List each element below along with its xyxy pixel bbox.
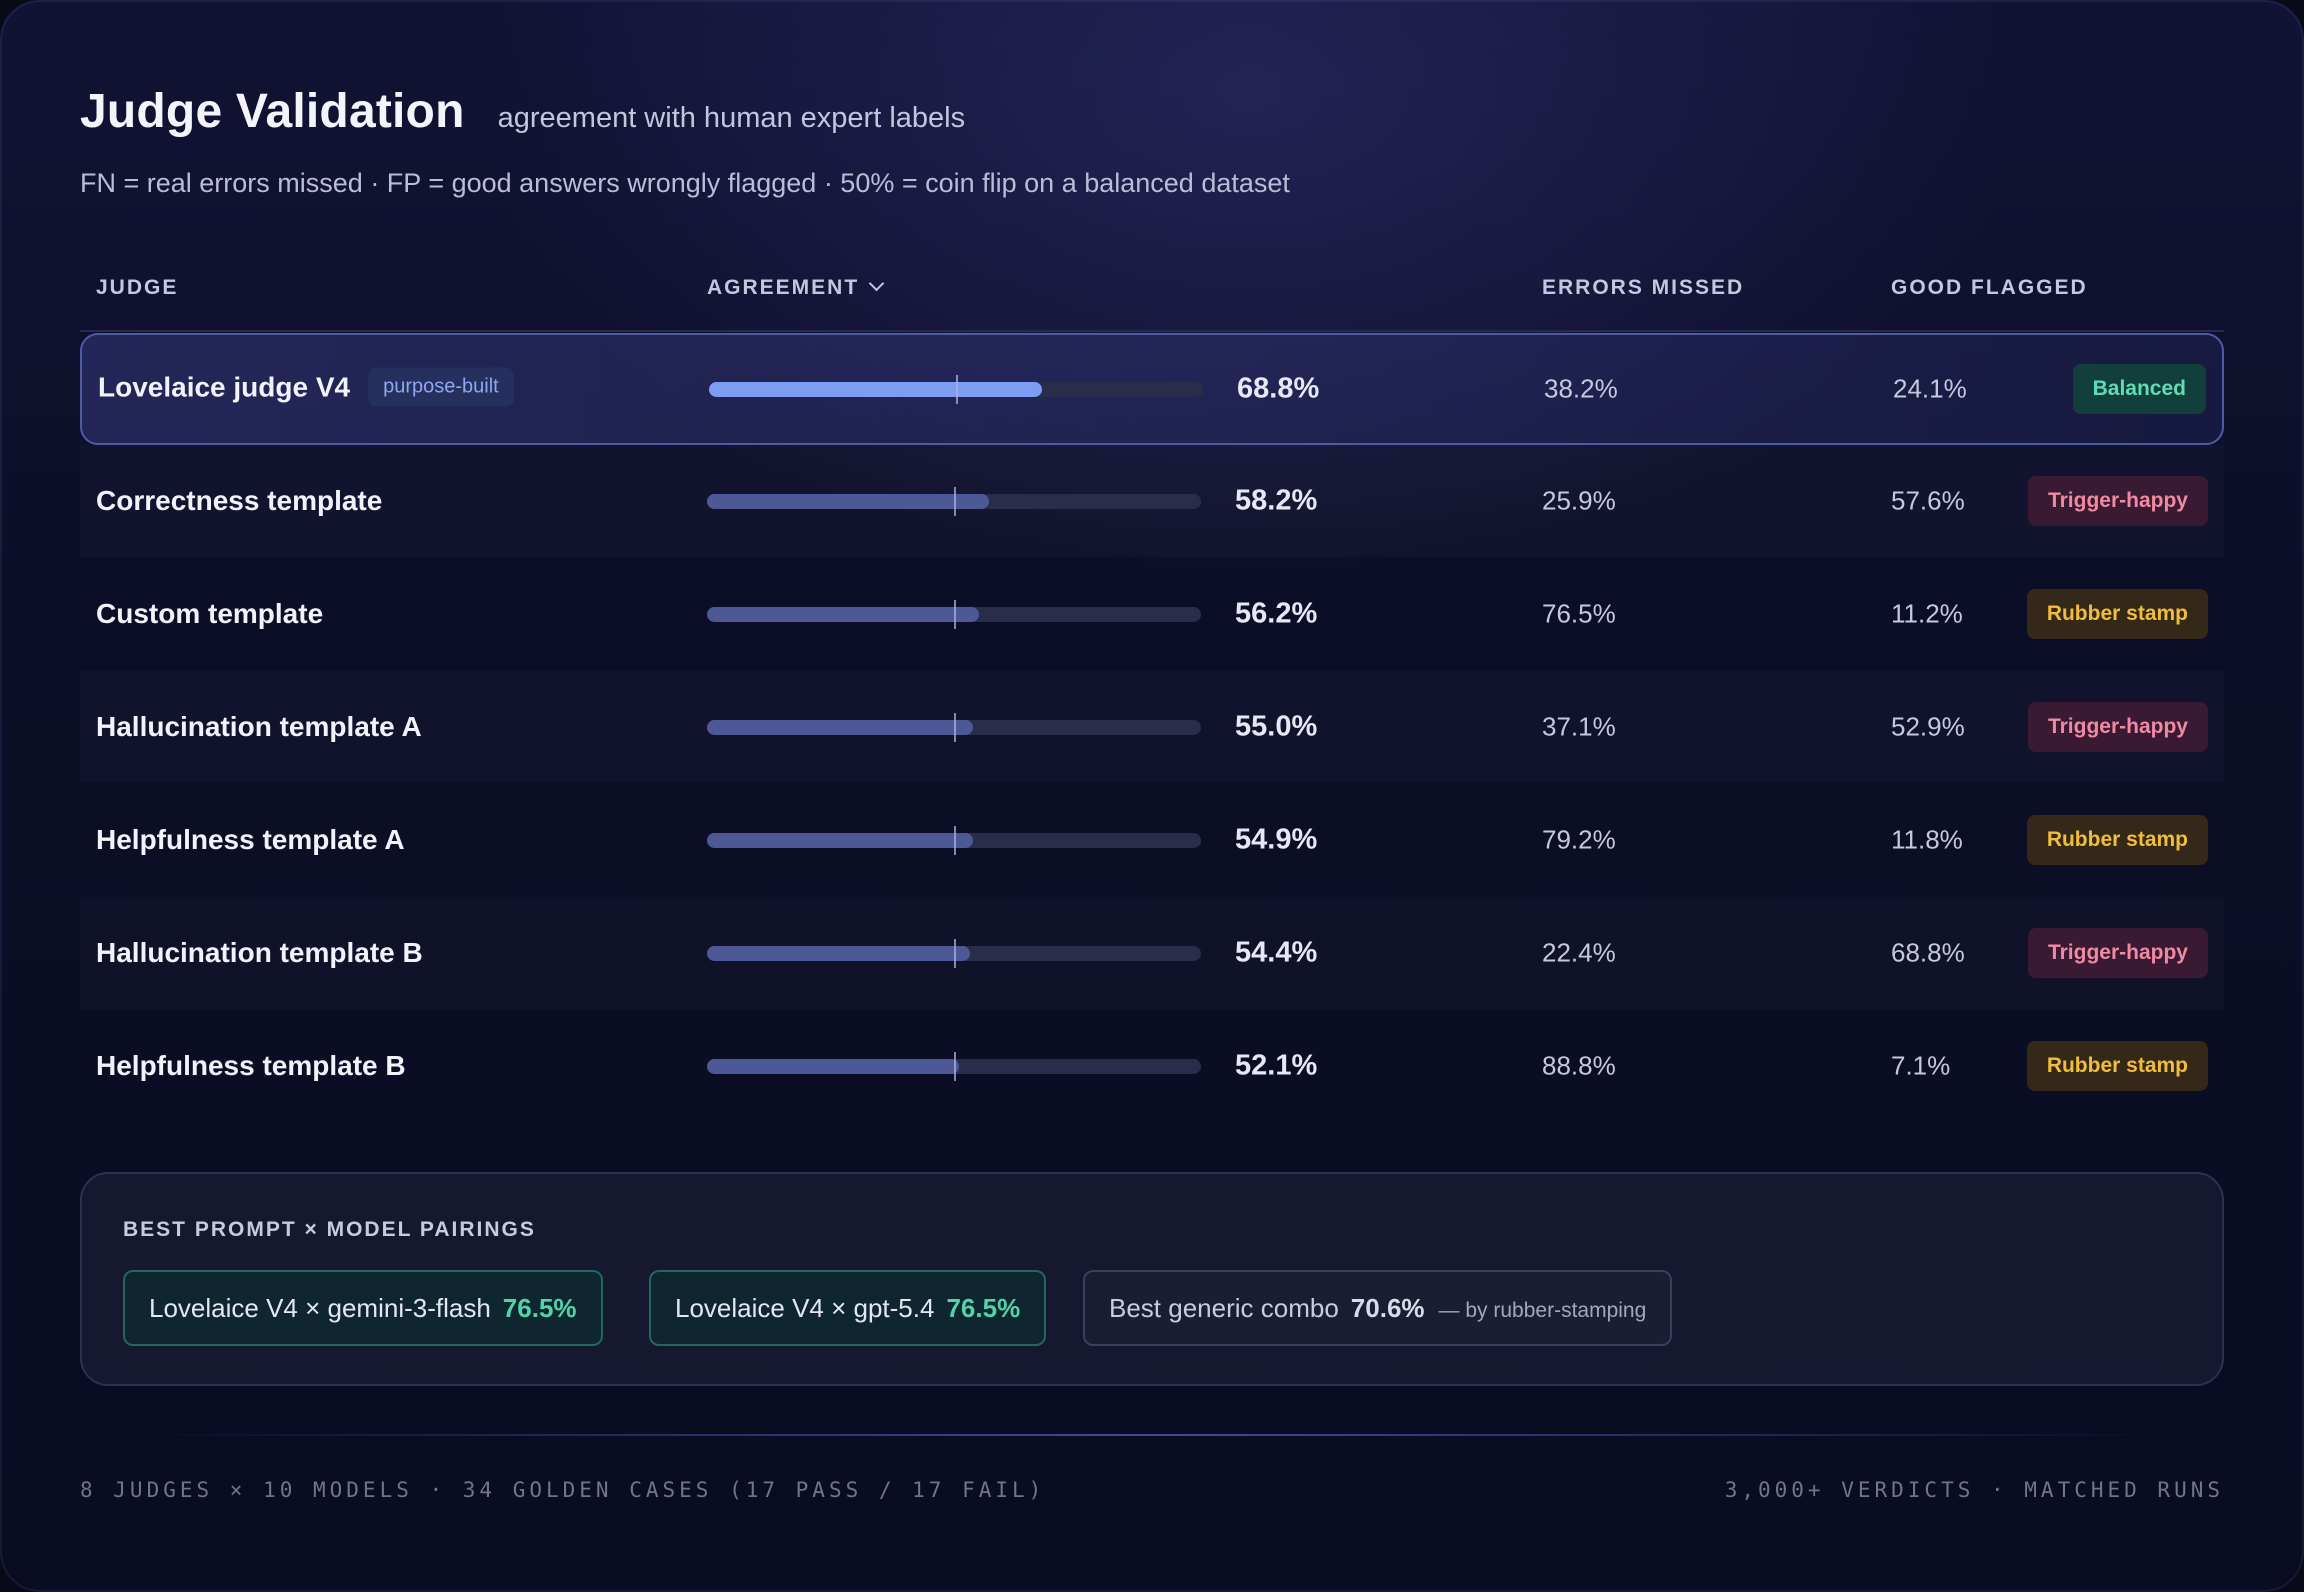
agreement-bar-fill bbox=[707, 1059, 959, 1074]
good-flagged-value: 24.1% bbox=[1893, 373, 1967, 404]
agreement-value: 54.9% bbox=[1235, 823, 1318, 856]
header: Judge Validation agreement with human ex… bbox=[80, 84, 965, 139]
judge-name: Lovelaice judge V4 bbox=[98, 371, 351, 403]
divider bbox=[140, 1434, 2164, 1436]
judge-name-cell: Lovelaice judge V4 purpose-built bbox=[98, 367, 514, 409]
page-subtitle: agreement with human expert labels bbox=[497, 102, 966, 134]
judge-name: Hallucination template B bbox=[96, 937, 423, 968]
errors-missed-value: 79.2% bbox=[1542, 824, 1616, 855]
status-badge: Trigger-happy bbox=[2027, 928, 2208, 978]
good-flagged-value: 7.1% bbox=[1891, 1050, 1951, 1081]
pairing-score: 70.6% bbox=[1350, 1293, 1425, 1323]
pairing-label: Best generic combo bbox=[1109, 1293, 1339, 1323]
judge-name: Helpfulness template A bbox=[96, 824, 405, 855]
column-header-agreement-label: AGREEMENT bbox=[707, 276, 860, 299]
errors-missed-value: 25.9% bbox=[1542, 485, 1616, 516]
agreement-value: 68.8% bbox=[1237, 372, 1320, 405]
judge-name: Custom template bbox=[96, 598, 324, 629]
coin-flip-marker bbox=[954, 713, 956, 742]
metric-legend: FN = real errors missed · FP = good answ… bbox=[80, 168, 1290, 198]
coin-flip-marker bbox=[954, 600, 956, 629]
errors-missed-value: 37.1% bbox=[1542, 711, 1616, 742]
table-row[interactable]: Custom template 56.2% 76.5% 11.2% Rubber… bbox=[80, 558, 2224, 670]
agreement-value: 52.1% bbox=[1235, 1049, 1318, 1082]
agreement-bar bbox=[707, 1052, 1201, 1081]
good-flagged-value: 11.8% bbox=[1891, 824, 1963, 855]
agreement-bar-fill bbox=[707, 833, 973, 848]
purpose-built-badge: purpose-built bbox=[368, 367, 514, 407]
agreement-bar-fill bbox=[709, 382, 1042, 397]
agreement-value: 55.0% bbox=[1235, 710, 1318, 743]
footer-left: 8 JUDGES × 10 MODELS · 34 GOLDEN CASES (… bbox=[80, 1478, 1046, 1502]
agreement-value: 58.2% bbox=[1235, 484, 1318, 517]
agreement-bar-fill bbox=[707, 720, 973, 735]
agreement-bar bbox=[707, 939, 1201, 968]
coin-flip-marker bbox=[954, 826, 956, 855]
table-row[interactable]: Helpfulness template A 54.9% 79.2% 11.8%… bbox=[80, 784, 2224, 896]
good-flagged-value: 68.8% bbox=[1891, 937, 1965, 968]
table-row[interactable]: Helpfulness template B 52.1% 88.8% 7.1% … bbox=[80, 1010, 2224, 1122]
judge-name: Correctness template bbox=[96, 485, 383, 516]
agreement-bar bbox=[707, 826, 1201, 855]
good-flagged-value: 57.6% bbox=[1891, 485, 1965, 516]
pairing-label: Lovelaice V4 × gemini-3-flash bbox=[149, 1293, 491, 1323]
status-badge: Balanced bbox=[2072, 364, 2206, 414]
pairings-heading: BEST PROMPT × MODEL PAIRINGS bbox=[123, 1218, 536, 1241]
coin-flip-marker bbox=[956, 375, 958, 404]
errors-missed-value: 22.4% bbox=[1542, 937, 1616, 968]
good-flagged-value: 11.2% bbox=[1891, 598, 1963, 629]
agreement-bar bbox=[707, 487, 1201, 516]
page-title: Judge Validation bbox=[80, 85, 465, 138]
errors-missed-value: 76.5% bbox=[1542, 598, 1616, 629]
best-pairings-card: BEST PROMPT × MODEL PAIRINGS Lovelaice V… bbox=[80, 1172, 2224, 1386]
errors-missed-value: 38.2% bbox=[1544, 373, 1618, 404]
table-row[interactable]: Correctness template 58.2% 25.9% 57.6% T… bbox=[80, 445, 2224, 557]
column-header-judge[interactable]: JUDGE bbox=[96, 276, 179, 299]
agreement-bar bbox=[707, 600, 1201, 629]
pairing-chip[interactable]: Best generic combo 70.6% — by rubber-stamp… bbox=[1083, 1270, 1673, 1346]
column-header-errors-missed[interactable]: ERRORS MISSED bbox=[1542, 276, 1745, 299]
good-flagged-value: 52.9% bbox=[1891, 711, 1965, 742]
table-row[interactable]: Hallucination template A 55.0% 37.1% 52.… bbox=[80, 671, 2224, 783]
agreement-bar-fill bbox=[707, 494, 989, 509]
pairing-chip[interactable]: Lovelaice V4 × gemini-3-flash 76.5% bbox=[123, 1270, 603, 1346]
coin-flip-marker bbox=[954, 1052, 956, 1081]
pairing-chip[interactable]: Lovelaice V4 × gpt-5.4 76.5% bbox=[649, 1270, 1047, 1346]
status-badge: Rubber stamp bbox=[2026, 589, 2208, 639]
agreement-bar-fill bbox=[707, 607, 979, 622]
pairing-score: 76.5% bbox=[502, 1293, 577, 1323]
pairing-label: Lovelaice V4 × gpt-5.4 bbox=[675, 1293, 935, 1323]
status-badge: Rubber stamp bbox=[2026, 815, 2208, 865]
pairing-note: — by rubber-stamping bbox=[1438, 1299, 1647, 1322]
status-badge: Rubber stamp bbox=[2026, 1041, 2208, 1091]
agreement-value: 54.4% bbox=[1235, 936, 1318, 969]
chevron-down-icon bbox=[868, 275, 885, 292]
table-row[interactable]: Hallucination template B 54.4% 22.4% 68.… bbox=[80, 897, 2224, 1009]
status-badge: Trigger-happy bbox=[2027, 476, 2208, 526]
status-badge: Trigger-happy bbox=[2027, 702, 2208, 752]
judge-name: Helpfulness template B bbox=[96, 1050, 406, 1081]
pairing-score: 76.5% bbox=[946, 1293, 1021, 1323]
table-header: JUDGE AGREEMENT ERRORS MISSED GOOD FLAGG… bbox=[80, 272, 2224, 332]
agreement-value: 56.2% bbox=[1235, 597, 1318, 630]
agreement-bar-fill bbox=[707, 946, 970, 961]
agreement-bar bbox=[707, 713, 1201, 742]
agreement-bar bbox=[709, 375, 1203, 404]
column-header-agreement[interactable]: AGREEMENT bbox=[707, 275, 885, 300]
footer-right: 3,000+ VERDICTS · MATCHED RUNS bbox=[1724, 1478, 2224, 1502]
coin-flip-marker bbox=[954, 939, 956, 968]
table-row[interactable]: Lovelaice judge V4 purpose-built 68.8% 38… bbox=[80, 333, 2224, 445]
coin-flip-marker bbox=[954, 487, 956, 516]
judge-name: Hallucination template A bbox=[96, 711, 422, 742]
errors-missed-value: 88.8% bbox=[1542, 1050, 1616, 1081]
column-header-good-flagged[interactable]: GOOD FLAGGED bbox=[1891, 276, 2088, 299]
